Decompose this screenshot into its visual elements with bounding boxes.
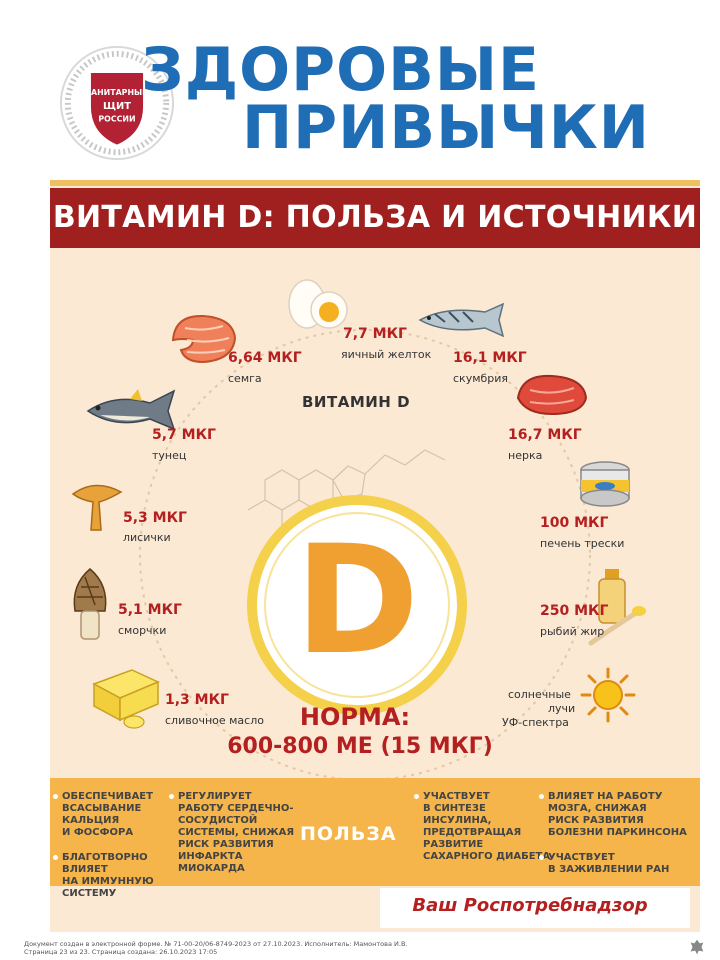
cod-liver-amount: 100 МКГ (540, 515, 609, 531)
norm-value: 600-800 МЕ (15 МКГ) (227, 734, 493, 759)
benefit-cardio: РЕГУЛИРУЕТ РАБОТУ СЕРДЕЧНО- СОСУДИСТОЙ СИСТ… (169, 791, 294, 875)
vitamin-d-letter: D (295, 514, 420, 688)
mackerel-amount: 16,1 МКГ (453, 350, 527, 366)
benefit-insulin: УЧАСТВУЕТ В СИНТЕЗЕ ИНСУЛИНА, ПРЕДОТВРАЩАЯ Р… (414, 791, 550, 863)
egg-icon (288, 279, 348, 329)
egg-label: яичный желток (341, 348, 432, 361)
vitamin-d-label: ВИТАМИН D (302, 393, 411, 411)
tuna-icon (86, 389, 176, 431)
sun-label-line3: УФ-спектра (502, 716, 569, 729)
butter-icon (92, 669, 160, 729)
benefits-panel (50, 778, 700, 886)
butter-amount: 1,3 МКГ (165, 692, 229, 708)
title-line-2: ПРИВЫЧКИ (241, 93, 650, 163)
norm-label: НОРМА: (299, 703, 411, 731)
chanterelle-label: лисички (123, 531, 171, 544)
benefit-wound-healing: УЧАСТВУЕТ В ЗАЖИВЛЕНИИ РАН (539, 852, 669, 876)
tuna-amount: 5,7 МКГ (152, 427, 216, 443)
svg-text:САНИТАРНЫЙ: САНИТАРНЫЙ (85, 86, 149, 97)
sun-label-line1: солнечные (508, 688, 571, 701)
sockeye-salmon-icon (516, 374, 588, 416)
sanitary-shield-logo: САНИТАРНЫЙ ЩИТ РОССИИ (59, 45, 175, 161)
sun-icon (580, 667, 636, 723)
benefits-heading: ПОЛЬЗА (300, 823, 397, 845)
fish-oil-label: рыбий жир (540, 625, 605, 638)
benefit-immune: БЛАГОТВОРНО ВЛИЯЕТ НА ИММУННУЮ СИСТЕМУ (53, 852, 154, 900)
salmon-steak-icon (171, 314, 237, 364)
morel-amount: 5,1 МКГ (118, 602, 182, 618)
salmon-amount: 6,64 МКГ (228, 350, 302, 366)
chanterelle-amount: 5,3 МКГ (123, 510, 187, 526)
fish-oil-amount: 250 МКГ (540, 603, 609, 619)
morel-mushroom-icon (73, 568, 107, 640)
document-info: Документ создан в электронной форме. № 7… (24, 940, 408, 956)
mackerel-icon (418, 302, 505, 338)
rospotrebnadzor-signature: Ваш Роспотребнадзор (412, 895, 648, 916)
morel-label: сморчки (118, 624, 167, 637)
egg-amount: 7,7 МКГ (343, 326, 407, 342)
center-graphic: D (139, 329, 591, 780)
state-emblem-icon (690, 939, 704, 955)
fish-oil-bottle-icon (588, 569, 646, 646)
sockeye-label: нерка (508, 449, 543, 462)
cod-liver-can-icon (580, 461, 630, 507)
mackerel-label: скумбрия (453, 372, 509, 385)
svg-text:РОССИИ: РОССИИ (98, 115, 135, 124)
sun-label-line2: лучи (548, 702, 576, 715)
benefit-calcium: ОБЕСПЕЧИВАЕТ ВСАСЫВАНИЕ КАЛЬЦИЯ И ФОСФОРА (53, 791, 153, 839)
benefit-brain: ВЛИЯЕТ НА РАБОТУ МОЗГА, СНИЖАЯ РИСК РАЗВИТ… (539, 791, 687, 839)
svg-text:ЩИТ: ЩИТ (103, 101, 131, 112)
footer-signature-band (380, 888, 690, 928)
title-line-1: ЗДОРОВЫЕ (141, 35, 540, 105)
butter-label: сливочное масло (165, 714, 264, 727)
salmon-label: семга (228, 372, 262, 385)
sockeye-amount: 16,7 МКГ (508, 427, 582, 443)
tuna-label: тунец (152, 449, 187, 462)
chanterelle-icon (71, 484, 123, 531)
cod-liver-label: печень трески (540, 537, 625, 550)
top-accent-line (50, 180, 700, 186)
banner-title: ВИТАМИН D: ПОЛЬЗА И ИСТОЧНИКИ (50, 188, 700, 248)
